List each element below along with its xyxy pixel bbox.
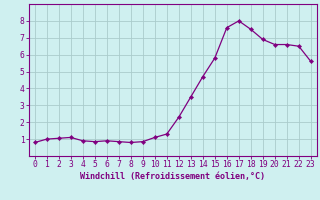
- X-axis label: Windchill (Refroidissement éolien,°C): Windchill (Refroidissement éolien,°C): [80, 172, 265, 181]
